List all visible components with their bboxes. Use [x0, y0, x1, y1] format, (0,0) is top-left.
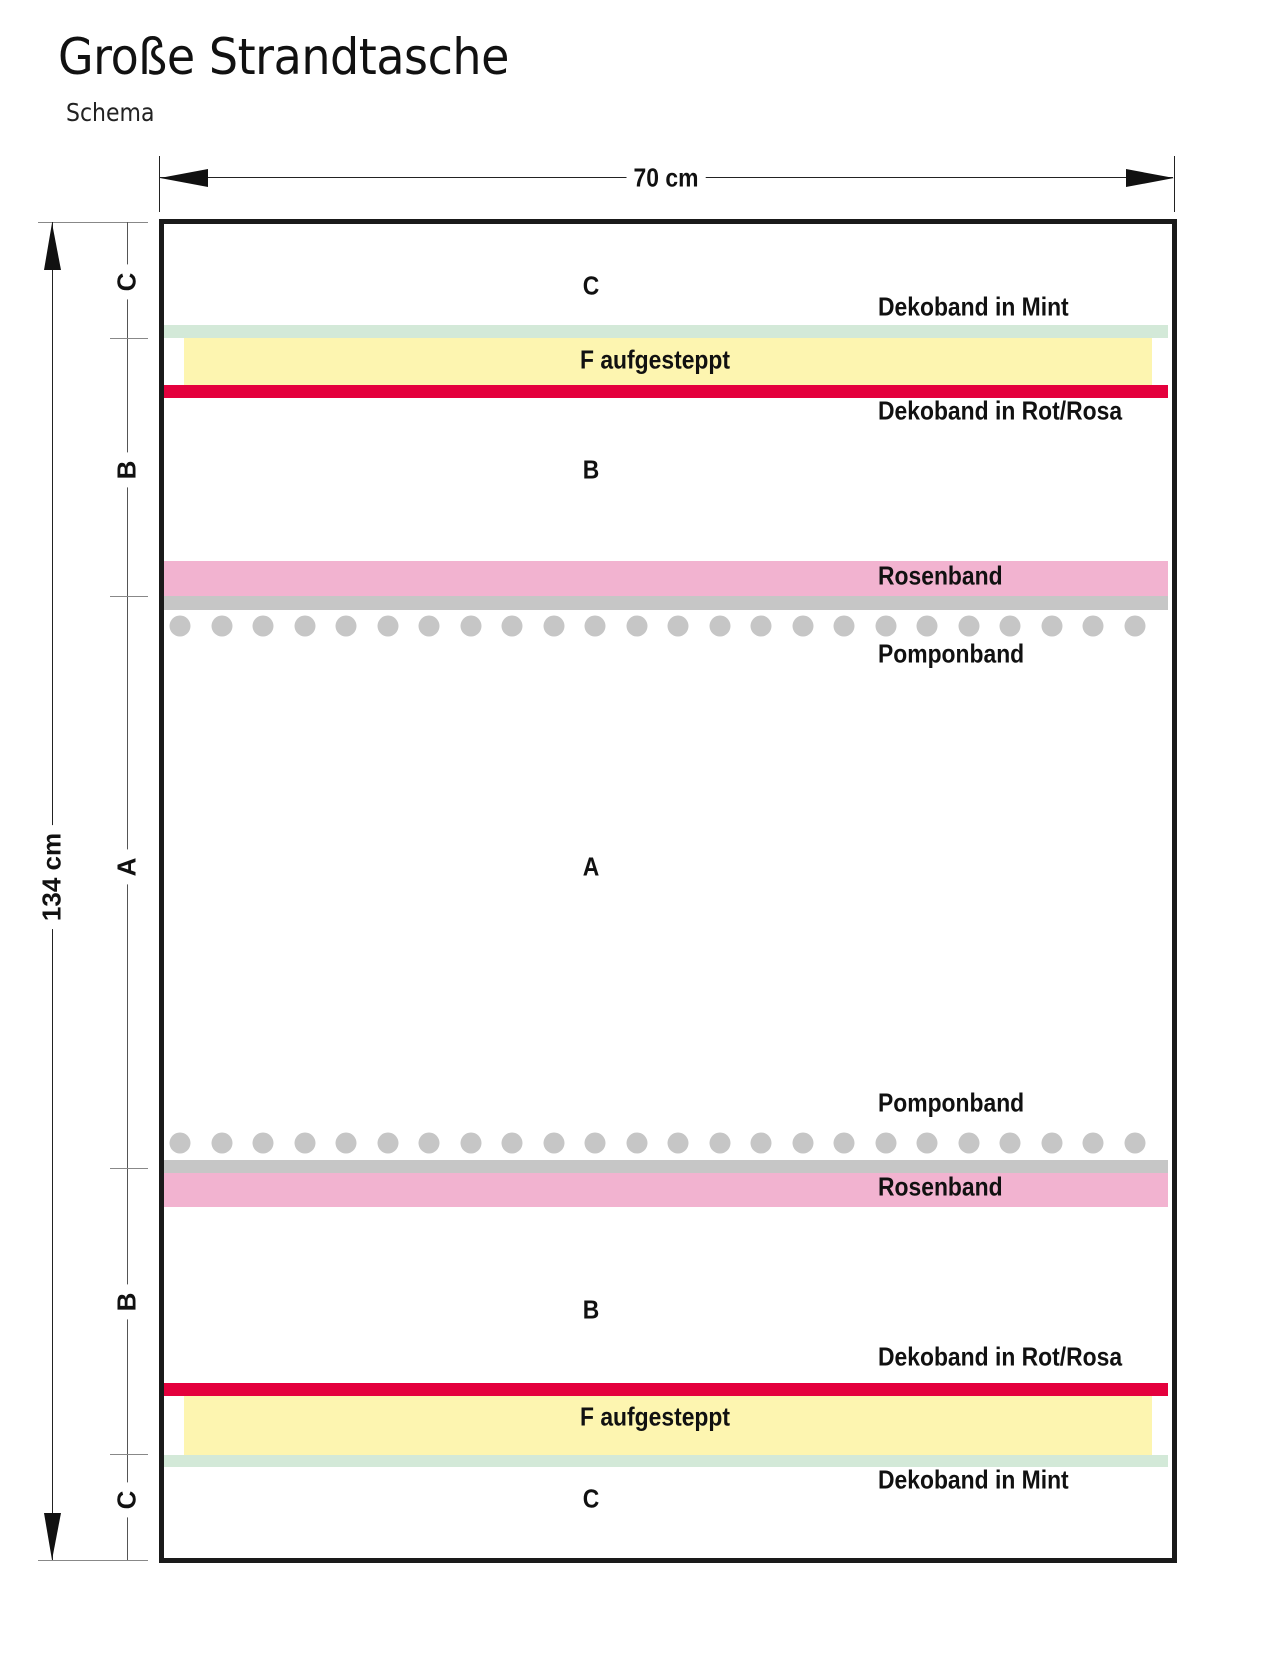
- section-label-a: A: [111, 849, 143, 885]
- pompon-dot: [294, 615, 315, 637]
- pompon-tape-bottom: [164, 1160, 1168, 1173]
- pompon-dot: [169, 615, 191, 637]
- pompon-dot: [584, 1132, 606, 1154]
- height-tick-top: [38, 222, 148, 223]
- section-scale-line: [127, 222, 128, 1560]
- rose-band-top: [164, 561, 1168, 596]
- pompon-dot: [418, 615, 440, 637]
- pompon-tape-top: [164, 596, 1168, 610]
- arrow-right-icon: [1126, 169, 1174, 187]
- section-label-b-bottom: B: [111, 1284, 143, 1320]
- arrow-left-icon: [160, 169, 208, 187]
- section-tick: [110, 1168, 148, 1169]
- pompon-dot: [916, 1132, 938, 1154]
- f-panel-bottom: [184, 1396, 1152, 1455]
- pompon-dot: [543, 1132, 564, 1154]
- pompon-dot: [750, 1132, 772, 1154]
- page-subtitle: Schema: [66, 98, 155, 127]
- piece-b-bottom: B: [582, 1294, 600, 1325]
- label-pompon-bottom: Pomponband: [878, 1087, 1025, 1118]
- pompon-dot: [252, 615, 274, 637]
- pompon-dot: [958, 615, 979, 637]
- pompon-dot: [584, 615, 606, 637]
- label-f-bottom: F aufgesteppt: [580, 1401, 730, 1432]
- pompon-dot: [1124, 1132, 1145, 1154]
- pompon-dot: [709, 1132, 730, 1154]
- pompon-dot: [833, 1132, 855, 1154]
- section-tick: [110, 1454, 148, 1455]
- pompon-dot: [1124, 615, 1145, 637]
- pompon-dot: [1041, 1132, 1062, 1154]
- label-rosen-top: Rosenband: [878, 560, 1003, 591]
- pompon-dot: [667, 615, 689, 637]
- red-band-top: [164, 385, 1168, 398]
- f-panel-top: [184, 338, 1152, 386]
- pompon-dot: [792, 615, 813, 637]
- label-mint-top: Dekoband in Mint: [878, 291, 1069, 322]
- label-rosen-bottom: Rosenband: [878, 1171, 1003, 1202]
- pompon-dot: [875, 615, 896, 637]
- pompon-dot: [211, 1132, 232, 1154]
- pompon-dot: [709, 615, 730, 637]
- section-tick: [110, 596, 148, 597]
- width-label: 70 cm: [626, 162, 706, 194]
- label-f-top: F aufgesteppt: [580, 344, 730, 375]
- pompon-dot: [294, 1132, 315, 1154]
- pompon-dot: [875, 1132, 896, 1154]
- pompon-dot: [958, 1132, 979, 1154]
- pompon-dot: [252, 1132, 274, 1154]
- pompon-dot: [626, 1132, 647, 1154]
- pompon-dot: [418, 1132, 440, 1154]
- pompon-dot: [792, 1132, 813, 1154]
- mint-band-top: [164, 325, 1168, 338]
- section-tick: [110, 338, 148, 339]
- label-rot-bottom: Dekoband in Rot/Rosa: [878, 1341, 1123, 1372]
- pompon-dot: [626, 615, 647, 637]
- label-pompon-top: Pomponband: [878, 638, 1025, 669]
- pompon-dot: [377, 615, 398, 637]
- height-label: 134 cm: [36, 824, 68, 930]
- pompon-dot: [833, 615, 855, 637]
- label-mint-bottom: Dekoband in Mint: [878, 1464, 1069, 1495]
- section-label-b-top: B: [111, 452, 143, 488]
- pompon-dot: [377, 1132, 398, 1154]
- pompon-dot: [460, 615, 481, 637]
- arrow-up-icon: [44, 223, 61, 270]
- pompon-dot: [335, 1132, 357, 1154]
- pompon-dot: [1082, 1132, 1104, 1154]
- pompon-dot: [750, 615, 772, 637]
- pompon-dot: [667, 1132, 689, 1154]
- piece-b-top: B: [582, 454, 600, 485]
- pompon-dot: [999, 1132, 1021, 1154]
- height-tick-bottom: [38, 1560, 148, 1561]
- pompon-dot: [169, 1132, 191, 1154]
- mint-band-bottom: [164, 1455, 1168, 1467]
- pompon-dot: [501, 1132, 523, 1154]
- arrow-down-icon: [44, 1513, 61, 1560]
- pompon-dot: [916, 615, 938, 637]
- label-rot-top: Dekoband in Rot/Rosa: [878, 395, 1123, 426]
- pompon-dot: [211, 615, 232, 637]
- pompon-dot: [999, 615, 1021, 637]
- section-label-c-top: C: [111, 264, 143, 300]
- rose-band-bottom: [164, 1173, 1168, 1207]
- red-band-bottom: [164, 1383, 1168, 1396]
- pompon-dot: [543, 615, 564, 637]
- pompon-dot: [1041, 615, 1062, 637]
- pompon-dot: [501, 615, 523, 637]
- section-label-c-bottom: C: [111, 1482, 143, 1518]
- bag-outline: [159, 219, 1177, 1563]
- page-title: Große Strandtasche: [58, 28, 509, 86]
- pompon-dot: [335, 615, 357, 637]
- pompon-dot: [460, 1132, 481, 1154]
- width-dimension-tick-left: [159, 156, 160, 212]
- width-dimension-tick-right: [1174, 156, 1175, 212]
- pompon-dot: [1082, 615, 1104, 637]
- piece-c-top: C: [582, 270, 600, 301]
- piece-a: A: [582, 851, 600, 882]
- piece-c-bottom: C: [582, 1483, 600, 1514]
